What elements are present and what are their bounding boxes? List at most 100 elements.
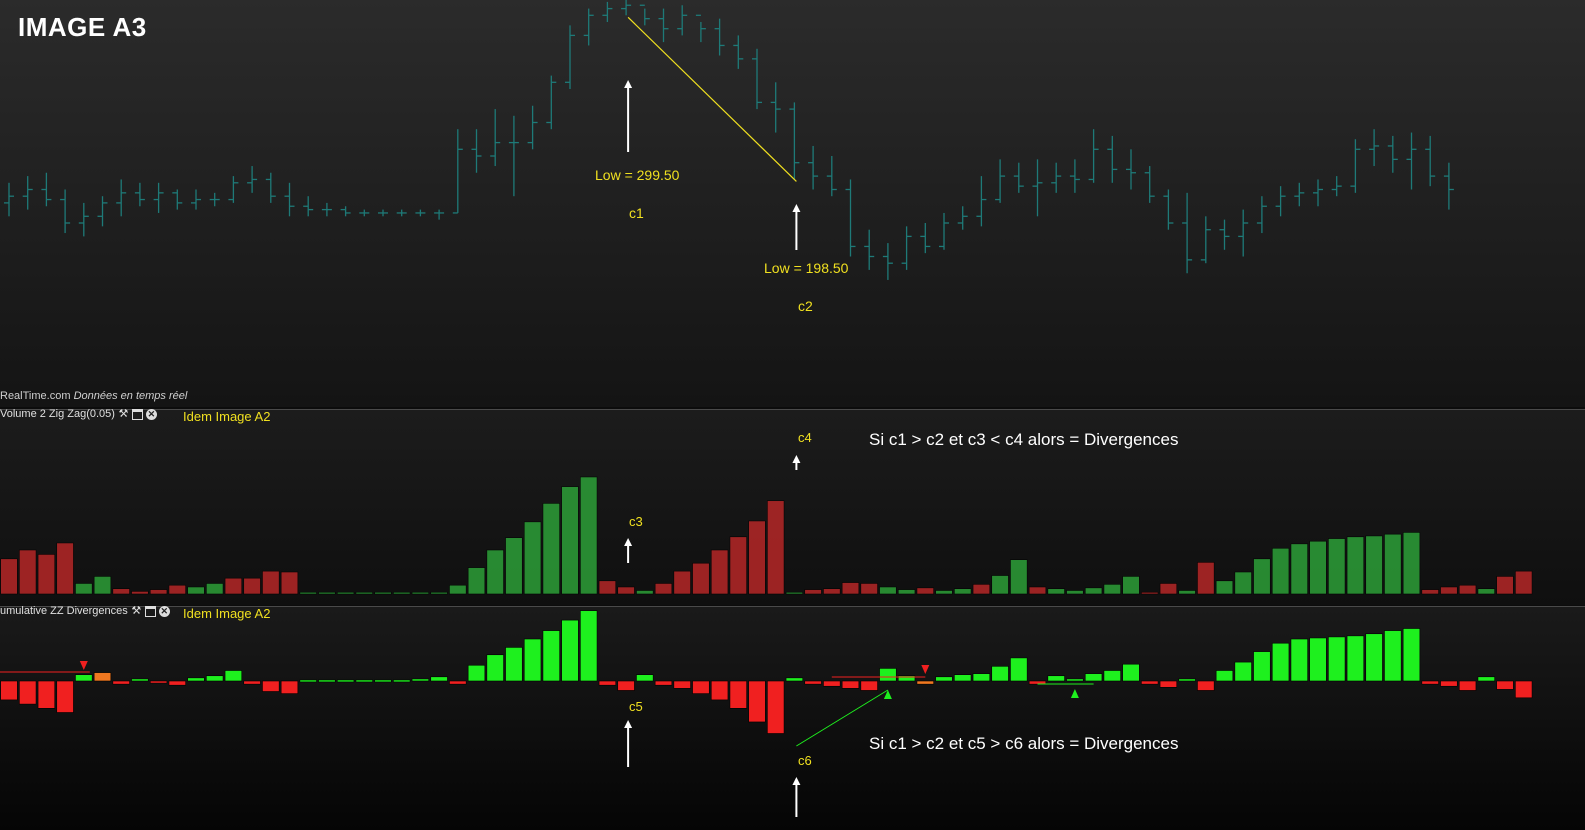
c2-arrow-head	[792, 204, 801, 212]
divergence-bar	[1122, 663, 1140, 682]
divergence-bar	[804, 680, 822, 685]
volume-bar	[1122, 576, 1140, 595]
volume-bar	[168, 584, 186, 595]
divergence-bar	[93, 672, 112, 682]
volume-bar	[991, 575, 1009, 595]
c5-label: c5	[629, 699, 643, 714]
divergence-bar	[879, 668, 897, 682]
c3-label: c3	[629, 514, 643, 529]
divergence-bar	[1178, 678, 1196, 682]
divergence-bar	[112, 680, 130, 685]
divergence-bar	[1515, 680, 1533, 699]
divergence-bar	[75, 674, 93, 682]
volume-bar	[860, 583, 878, 595]
c6-label: c6	[798, 753, 812, 768]
volume-bar	[1103, 584, 1121, 595]
divergence-bar	[1309, 637, 1327, 682]
divergence-bar	[692, 680, 710, 694]
volume-bar	[1421, 589, 1439, 595]
volume-bar	[56, 542, 74, 595]
wrench-icon[interactable]: ⚒	[118, 407, 129, 420]
divergence-bar	[467, 664, 486, 682]
divergence-bar	[897, 675, 916, 682]
divergence-bar	[56, 680, 74, 713]
volume-bar	[131, 591, 149, 595]
divergence-bar	[1458, 680, 1477, 691]
divergence-bar	[1253, 651, 1271, 682]
divergence-note: Idem Image A2	[183, 606, 271, 621]
divergence-bar	[0, 680, 18, 701]
divergence-bar	[1421, 680, 1439, 685]
volume-bar	[954, 588, 972, 595]
volume-bar	[1458, 584, 1477, 595]
divergence-bar	[224, 670, 243, 682]
page-title: IMAGE A3	[18, 12, 147, 42]
volume-bar	[374, 591, 392, 595]
window-icon[interactable]	[131, 408, 143, 420]
volume-bar	[1253, 558, 1271, 595]
volume-bar	[224, 577, 243, 595]
divergence-bar	[972, 673, 991, 682]
volume-bar	[93, 576, 112, 595]
divergence-bar	[149, 680, 168, 684]
window-icon[interactable]	[144, 605, 156, 617]
volume-bar	[879, 586, 897, 595]
divergence-bar	[785, 677, 804, 682]
divergence-bar	[1215, 670, 1234, 682]
volume-bar	[1328, 538, 1346, 595]
volume-bar	[692, 562, 710, 595]
divergence-bar	[1010, 657, 1028, 682]
volume-bar	[841, 582, 860, 595]
divergence-indicator-label: umulative ZZ Divergences ⚒ ✕	[0, 604, 170, 617]
volume-bar	[355, 591, 373, 595]
divergence-bar	[1103, 670, 1121, 682]
down-arrow-icon	[79, 661, 88, 670]
divergence-bar	[505, 647, 523, 682]
divergence-pane: umulative ZZ Divergences ⚒ ✕ Idem Image …	[0, 604, 1585, 830]
volume-bar	[561, 486, 579, 595]
volume-bar	[336, 591, 355, 595]
divergence-bar	[523, 638, 542, 682]
divergence-bar	[654, 680, 673, 686]
divergence-bar	[823, 680, 841, 687]
divergence-bar	[1271, 642, 1290, 682]
volume-bar	[1309, 540, 1327, 595]
volume-bar	[972, 584, 991, 595]
volume-bar	[897, 589, 916, 595]
divergence-bar	[168, 680, 186, 686]
wrench-icon[interactable]: ⚒	[131, 604, 142, 617]
divergence-bar	[1159, 680, 1178, 688]
volume-bar	[393, 591, 411, 595]
volume-bar	[617, 586, 635, 595]
divergence-bar	[954, 674, 972, 682]
close-icon[interactable]: ✕	[158, 605, 170, 617]
volume-bar	[505, 537, 523, 595]
divergence-bar	[355, 679, 373, 683]
c5-arrow-head	[624, 720, 633, 728]
volume-bar	[318, 591, 336, 595]
volume-bar	[542, 503, 560, 595]
divergence-bar	[318, 679, 336, 683]
close-icon[interactable]: ✕	[145, 408, 157, 420]
volume-bar	[767, 500, 785, 595]
divergence-trend-line	[627, 16, 797, 182]
divergence-bar	[598, 680, 617, 686]
volume-bar	[1141, 591, 1159, 595]
divergence-bar	[37, 680, 56, 709]
divergence-bar	[1328, 636, 1346, 682]
divergence-bar	[561, 619, 579, 682]
volume-bar	[748, 520, 766, 595]
divergence-bar	[1384, 630, 1402, 682]
divergence-bar	[486, 654, 504, 682]
volume-bar	[729, 536, 747, 595]
low1-label: Low = 299.50	[595, 167, 680, 183]
up-arrow-icon	[883, 690, 892, 699]
volume-bar	[1197, 562, 1215, 595]
divergence-bar	[393, 679, 411, 683]
volume-bar	[1271, 547, 1290, 595]
down-arrow-icon	[921, 665, 930, 674]
c4-label: c4	[798, 430, 812, 445]
volume-bar	[430, 591, 448, 595]
volume-bar	[37, 554, 56, 595]
volume-bar	[486, 549, 504, 595]
